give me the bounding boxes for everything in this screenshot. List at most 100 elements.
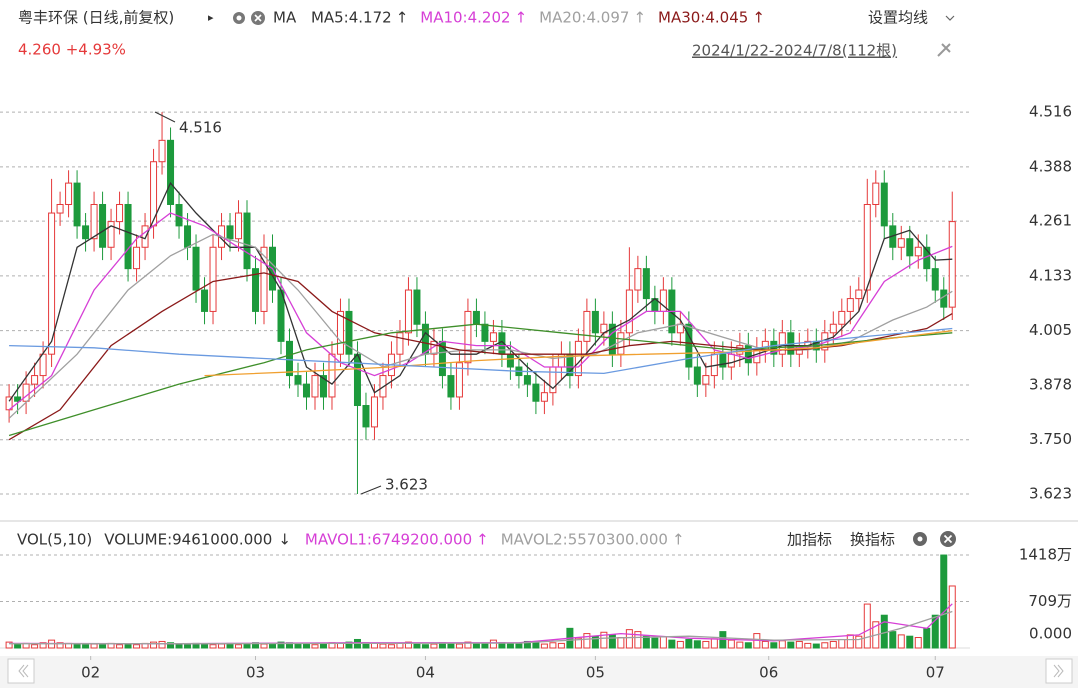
candle-body xyxy=(906,238,914,257)
settings-caret xyxy=(945,15,955,21)
ma-line xyxy=(8,212,953,411)
candle-body xyxy=(855,289,863,300)
ma-label: MA xyxy=(273,9,297,27)
volume-bar xyxy=(693,640,701,649)
volume-bar xyxy=(184,644,192,649)
candle-body xyxy=(141,225,149,248)
y-tick-label: 3.878 xyxy=(1029,375,1072,393)
volume-bar xyxy=(702,640,710,649)
volume-bar xyxy=(540,643,548,649)
candle-body xyxy=(863,203,871,291)
volume-bar xyxy=(914,637,922,649)
candle-body xyxy=(319,375,327,398)
x-tick-label: 05 xyxy=(586,664,605,682)
candle-body xyxy=(328,353,336,398)
date-range[interactable]: 2024/1/22-2024/7/8(112根) xyxy=(692,42,897,60)
legend-entry: MAVOL1:6749200.000 xyxy=(305,531,472,549)
x-tick-label: 04 xyxy=(416,664,435,682)
close-cross xyxy=(254,14,262,22)
volume-bar xyxy=(676,640,684,649)
candle-body xyxy=(489,332,497,342)
volume-bar xyxy=(311,644,319,649)
volume-bar xyxy=(489,639,497,649)
chart-title: 粤丰环保 (日线,前复权) xyxy=(18,9,174,27)
volume-bar xyxy=(150,641,158,649)
candle-body xyxy=(693,366,701,385)
candle-body xyxy=(914,246,922,257)
candle-body xyxy=(481,323,489,342)
volume-bar xyxy=(651,637,659,649)
volume-bar xyxy=(727,639,735,649)
volume-bar xyxy=(855,635,863,649)
annotation: 3.623 xyxy=(385,476,428,494)
legend-entry: MA10:4.202 xyxy=(420,9,510,27)
volume-bar xyxy=(838,638,846,649)
volume-bar xyxy=(710,638,718,649)
volume-bar xyxy=(608,634,616,649)
legend-trend: ↑ xyxy=(633,9,646,27)
y-tick-label: 4.516 xyxy=(1029,103,1072,121)
x-tick-label: 02 xyxy=(81,664,100,682)
volume-bar xyxy=(345,641,353,649)
add-indicator[interactable]: 加指标 xyxy=(787,531,832,549)
volume-bar xyxy=(370,642,378,649)
price-plot: 4.516 4.388 4.261 4.133 4.005 3.878 3.750 3.623 xyxy=(0,103,1072,503)
candle-body xyxy=(829,323,837,334)
candle-body xyxy=(540,392,548,402)
y-tick-label: 4.133 xyxy=(1029,266,1072,284)
menu-arrow[interactable]: ▸ xyxy=(208,11,214,24)
candle-body xyxy=(676,323,684,334)
volume-bar xyxy=(39,642,47,649)
candle-body xyxy=(311,375,319,398)
candle-body xyxy=(608,323,616,355)
y-tick-label: 3.623 xyxy=(1029,485,1072,503)
volume-bar xyxy=(642,635,650,649)
volume-bar xyxy=(600,631,608,649)
gear-hole xyxy=(236,15,242,21)
candle-body xyxy=(14,396,22,402)
candle-body xyxy=(591,310,599,334)
volume-bar xyxy=(931,614,939,649)
volume-bar xyxy=(413,643,421,649)
scroll-left[interactable] xyxy=(7,658,35,684)
candle-body xyxy=(124,203,132,270)
volume-bar xyxy=(133,644,141,649)
candle-body xyxy=(430,340,438,355)
switch-indicator[interactable]: 换指标 xyxy=(850,531,895,549)
candle-body xyxy=(532,383,540,402)
volume-bar xyxy=(481,643,489,649)
y-tick-label: 1418万 xyxy=(1019,546,1072,564)
candle-body xyxy=(778,332,786,355)
volume-bar xyxy=(897,634,905,649)
volume-bar xyxy=(31,644,39,649)
settings-button[interactable]: 设置均线 xyxy=(868,9,928,27)
volume-plot: 1418万 709万 0.000 xyxy=(0,546,1072,649)
volume-bar xyxy=(948,585,956,649)
volume-bar xyxy=(736,641,744,649)
volume-bar xyxy=(787,641,795,649)
candle-body xyxy=(99,203,107,248)
x-tick-label: 03 xyxy=(246,664,265,682)
pin-icon[interactable] xyxy=(937,43,951,57)
x-tick-label: 06 xyxy=(759,664,778,682)
legend-trend: ↑ xyxy=(752,9,765,27)
volume-bar xyxy=(336,642,344,649)
legend-trend: ↑ xyxy=(672,531,685,549)
volume-bar xyxy=(863,603,871,649)
candle-body xyxy=(158,139,166,163)
candle-body xyxy=(48,212,56,355)
y-tick-label: 4.261 xyxy=(1029,212,1072,230)
candle-body xyxy=(719,353,727,368)
ma-line xyxy=(8,323,953,437)
candle-body xyxy=(413,289,421,325)
volume-bar xyxy=(532,641,540,649)
volume-bar xyxy=(506,642,514,649)
volume-bar xyxy=(387,644,395,649)
candle-body xyxy=(65,182,73,205)
candle-body xyxy=(744,345,752,364)
volume-bar xyxy=(430,643,438,649)
candle-body xyxy=(90,203,98,240)
volume-bar xyxy=(804,642,812,649)
